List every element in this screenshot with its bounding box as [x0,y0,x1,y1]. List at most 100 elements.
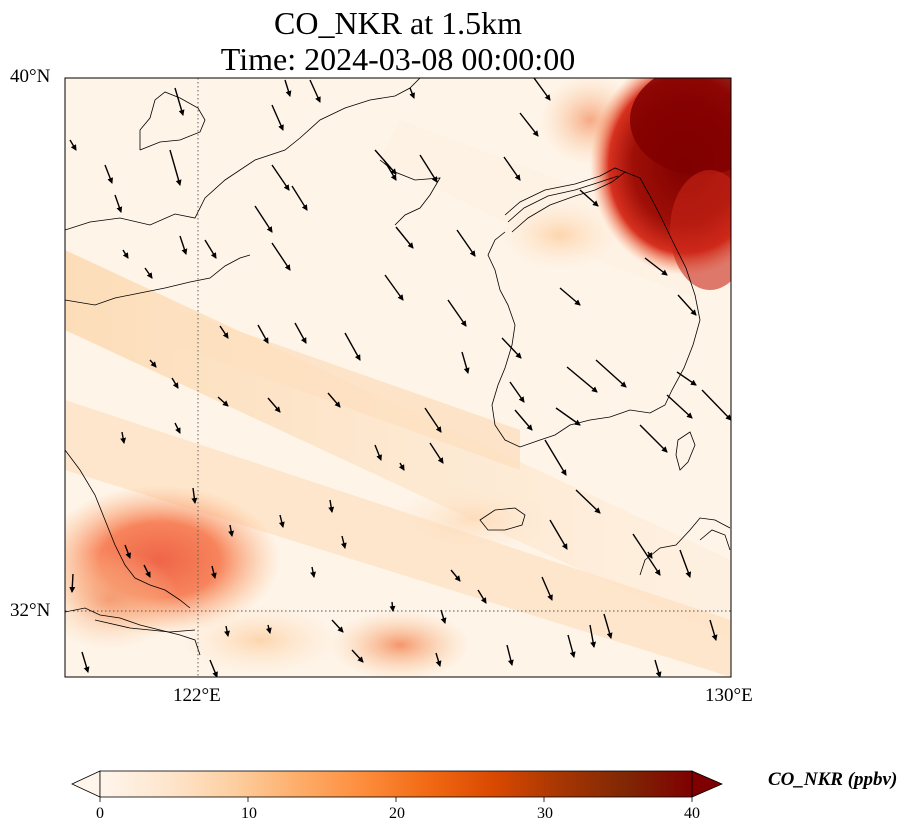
wind-vector-arrow [122,249,129,259]
wind-vector-arrow [254,205,273,233]
wind-vector-arrow [506,644,514,666]
colorbar-tick-40: 40 [684,805,700,822]
wind-vector-arrow [398,462,405,471]
wind-vector-arrow [541,576,553,601]
wind-vector-arrow [144,267,153,279]
wind-vector-arrow [179,235,188,255]
wind-vector-arrow [191,487,198,504]
wind-vector-arrow [284,79,292,97]
wind-vector-arrow [429,442,444,464]
wind-vector-arrow [174,87,185,116]
wind-vector-arrow [81,651,90,673]
wind-vector-arrow [666,394,693,419]
wind-vector-arrow [567,634,576,658]
colorbar-label: CO_NKR (ppbv) [768,769,898,790]
wind-vector-arrow [265,624,272,634]
wind-vector-arrow [450,569,461,582]
wind-vector-arrow [210,565,217,579]
wind-vector-arrow [555,407,581,426]
wind-vector-arrow [344,332,361,361]
wind-vector-arrow [271,104,284,131]
wind-vector-arrow [544,439,567,476]
wind-vector-arrow [340,535,347,549]
wind-vector-arrow [461,351,470,374]
wind-vector-arrow [171,377,179,389]
wind-vector-arrow [120,431,127,444]
wind-vector-arrow [514,409,533,431]
wind-vector-arrow [575,489,601,514]
colorbar-tick-0: 0 [96,805,104,822]
wind-vector-arrow [309,79,321,103]
colorbar-extend-low [71,770,101,798]
wind-vector-arrow [217,396,229,407]
wind-vector-arrow [709,619,718,641]
wind-vector-arrow [291,185,308,211]
wind-vector-arrow [603,613,613,639]
wind-vector-arrow [589,624,597,648]
wind-vector-arrow [501,337,522,359]
wind-vector-arrow [384,274,404,301]
gridlines [65,78,731,677]
wind-vector-arrow [389,601,396,612]
lon-label-122e: 122°E [173,685,221,706]
wind-vector-arrow [124,544,132,559]
wind-vector-arrow [69,573,76,593]
wind-vector-arrow [327,392,341,408]
wind-vector-arrow [424,407,442,433]
wind-vector-arrow [456,229,476,257]
wind-vector-arrow [679,549,692,578]
wind-vector-arrow [271,242,291,271]
wind-vector-arrow [533,78,551,101]
wind-vector-arrow [294,322,307,344]
wind-vector-arrow [224,625,230,637]
lat-label-32n: 32°N [10,600,51,621]
wind-vector-arrow [549,519,568,550]
wind-vector-arrow [654,659,662,677]
map-title: CO_NKR at 1.5km [274,5,522,41]
wind-vector-arrow [440,609,447,624]
wind-vector-arrow [419,154,438,183]
wind-vector-arrow [409,87,415,99]
wind-vector-arrow [595,359,627,388]
wind-vector-arrow [271,164,290,191]
wind-vector-arrow [310,566,316,578]
wind-vector-arrow [677,294,697,316]
wind-vector-arrow [278,514,285,528]
wind-vector-arrow [169,149,182,186]
lat-label-40n: 40°N [10,66,51,87]
wind-vector-arrow [328,499,335,513]
colorbar-tick-20: 20 [389,805,405,822]
map-frame [64,77,732,678]
colorbar-extend-high [691,770,724,798]
wind-vector-arrow [257,324,269,344]
wind-vector-arrow [435,652,442,667]
colorbar-tick-30: 30 [537,805,553,822]
wind-vector-arrow [204,239,217,259]
wind-vector-arrow [566,366,598,393]
wind-vector-arrow [395,226,414,249]
wind-vector-arrow [519,112,539,137]
wind-vector-arrow [447,299,467,327]
wind-vector-arrow [219,325,229,339]
wind-vector-arrow [114,194,123,213]
wind-vector-arrow [579,189,599,207]
wind-vector-arrow [69,139,77,151]
wind-vector-arrow [644,257,668,276]
lon-label-130e: 130°E [705,685,753,706]
wind-vector-arrow [646,551,653,559]
wind-vector-arrow [228,524,235,537]
wind-vector-arrow [143,564,151,578]
colorbar-body [99,770,693,798]
wind-vector-arrow [104,164,113,184]
wind-vector-arrow [639,424,668,453]
wind-vector-arrow [559,287,581,306]
map-subtitle-time: Time: 2024-03-08 00:00:00 [220,41,576,77]
wind-vector-arrow [351,649,364,663]
wind-vector-arrow [331,619,344,633]
wind-vectors [69,78,731,677]
wind-vector-arrow [676,371,697,386]
wind-vector-arrow [267,397,281,413]
colorbar-tick-marks [99,797,693,802]
